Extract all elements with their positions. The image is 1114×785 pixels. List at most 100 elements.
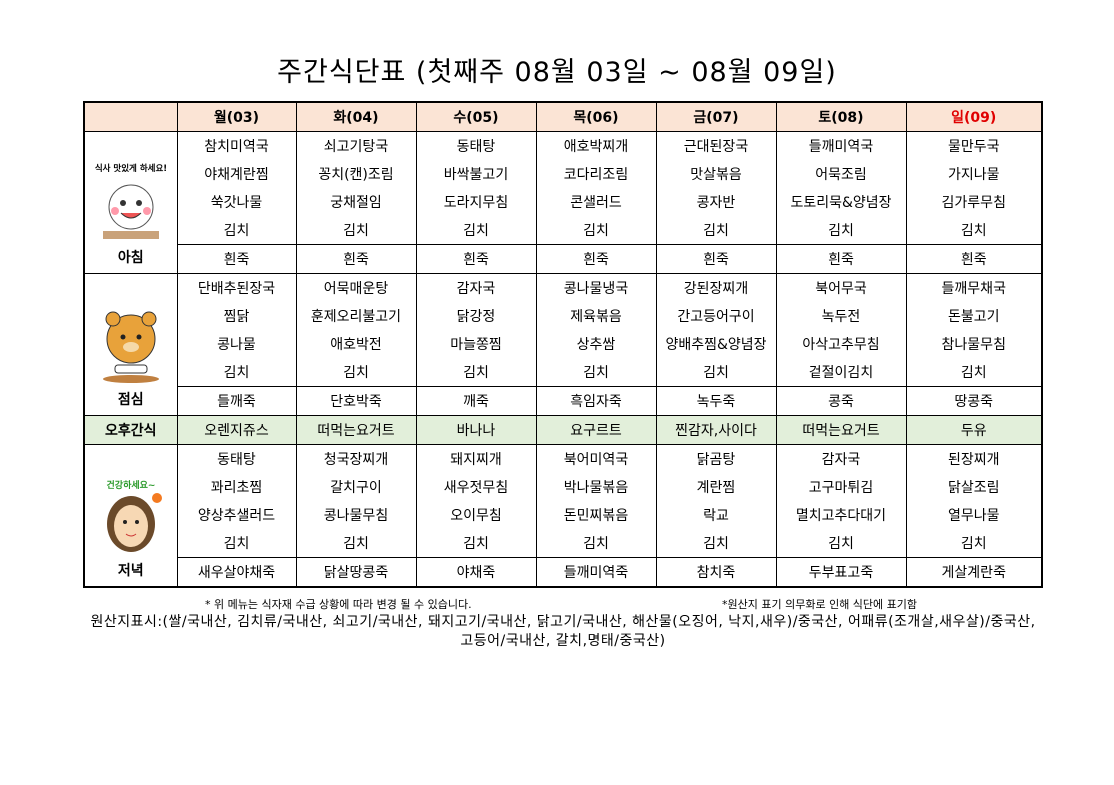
dinner-icon: 건강하세요~ [106, 479, 162, 552]
menu-item: 제육볶음 [535, 302, 657, 330]
icon-caption: 식사 맛있게 하세요! [95, 163, 167, 174]
menu-item: 두부표고죽 [775, 557, 907, 587]
menu-item: 어묵매운탕 [295, 273, 417, 302]
menu-item: 참치미역국 [176, 131, 297, 160]
menu-item: 궁채절임 [295, 188, 417, 216]
menu-item: 들깨무채국 [905, 273, 1043, 302]
menu-item: 콩자반 [655, 188, 777, 216]
menu-item: 김치 [295, 529, 417, 558]
menu-item: 콘샐러드 [535, 188, 657, 216]
menu-item: 물만두국 [905, 131, 1043, 160]
menu-item: 강된장찌개 [655, 273, 777, 302]
menu-item: 흰죽 [775, 244, 907, 274]
menu-item: 동태탕 [415, 131, 537, 160]
menu-table: 월(03) 화(04) 수(05) 목(06) 금(07) 토(08) 일(09) 식사 맛… [83, 101, 1043, 588]
menu-item: 단배추된장국 [176, 273, 297, 302]
menu-item: 상추쌈 [535, 330, 657, 358]
menu-item: 김치 [295, 358, 417, 387]
change-note: * 위 메뉴는 식자재 수급 상황에 따라 변경 될 수 있습니다. [205, 598, 472, 611]
menu-item: 근대된장국 [655, 131, 777, 160]
menu-item: 김치 [535, 529, 657, 558]
menu-row: 야채계란찜 꽁치(캔)조림 바싹불고기 코다리조림 맛살볶음 어묵조림 가지나물 [84, 160, 1043, 188]
menu-row: 흰죽 흰죽 흰죽 흰죽 흰죽 흰죽 흰죽 [84, 244, 1043, 274]
menu-item: 김치 [905, 216, 1043, 245]
menu-item: 락교 [655, 501, 777, 529]
menu-item: 야채계란찜 [176, 160, 297, 188]
corner-cell [83, 102, 178, 132]
menu-item: 흑임자죽 [535, 386, 657, 416]
menu-item: 꽁치(캔)조림 [295, 160, 417, 188]
menu-item: 김치 [176, 216, 297, 245]
menu-row: 새우살야채죽 닭살땅콩죽 야채죽 들깨미역죽 참치죽 두부표고죽 게살계란죽 [84, 557, 1043, 587]
icon-caption: 건강하세요~ [106, 479, 155, 491]
menu-item: 김치 [415, 358, 537, 387]
menu-item: 돈불고기 [905, 302, 1043, 330]
menu-item: 땅콩죽 [905, 386, 1043, 416]
menu-item: 계란찜 [655, 473, 777, 501]
day-header: 토(08) [775, 102, 907, 132]
menu-item: 북어무국 [775, 273, 907, 302]
snack-item: 오렌지쥬스 [176, 415, 297, 445]
menu-item: 맛살볶음 [655, 160, 777, 188]
menu-item: 김치 [775, 529, 907, 558]
menu-row: 김치 김치 김치 김치 김치 김치 김치 [84, 216, 1043, 245]
day-header: 일(09) [905, 102, 1043, 132]
menu-item: 김치 [295, 216, 417, 245]
menu-item: 콩나물냉국 [535, 273, 657, 302]
menu-item: 찜닭 [176, 302, 297, 330]
menu-item: 돈민찌볶음 [535, 501, 657, 529]
menu-item: 흰죽 [415, 244, 537, 274]
snack-item: 찐감자,사이다 [655, 415, 777, 445]
snack-label: 오후간식 [83, 415, 178, 445]
menu-item: 야채죽 [415, 557, 537, 587]
menu-item: 된장찌개 [905, 444, 1043, 473]
day-header: 금(07) [655, 102, 777, 132]
menu-item: 새우젓무침 [415, 473, 537, 501]
origin-law-note: *원산지 표기 의무화로 인해 식단에 표기함 [722, 598, 918, 611]
menu-item: 청국장찌개 [295, 444, 417, 473]
menu-item: 꽈리초찜 [176, 473, 297, 501]
menu-item: 가지나물 [905, 160, 1043, 188]
menu-item: 새우살야채죽 [176, 557, 297, 587]
menu-row: 점심 단배추된장국 어묵매운탕 감자국 콩나물냉국 강된장찌개 북어무국 들깨무채국 [83, 273, 1043, 416]
menu-item: 참치죽 [655, 557, 777, 587]
menu-row: 찜닭 훈제오리불고기 닭강정 제육볶음 간고등어구이 녹두전 돈불고기 [84, 302, 1043, 330]
menu-row: 식사 맛있게 하세요! 아침 참치미역국 쇠고기탕국 동태탕 애호박찌개 근대된장국 들깨미… [83, 131, 1043, 274]
meal-label: 저녁 [117, 563, 144, 579]
menu-item: 쇠고기탕국 [295, 131, 417, 160]
menu-item: 흰죽 [176, 244, 297, 274]
menu-row: 쑥갓나물 궁채절임 도라지무침 콘샐러드 콩자반 도토리묵&양념장 김가루무침 [84, 188, 1043, 216]
menu-item: 단호박죽 [295, 386, 417, 416]
menu-item: 김치 [655, 358, 777, 387]
menu-row: 들깨죽 단호박죽 깨죽 흑임자죽 녹두죽 콩죽 땅콩죽 [84, 386, 1043, 416]
menu-item: 김치 [905, 529, 1043, 558]
day-header: 화(04) [295, 102, 417, 132]
menu-item: 양상추샐러드 [176, 501, 297, 529]
menu-row: 콩나물 애호박전 마늘쫑찜 상추쌈 양배추찜&양념장 아삭고추무침 참나물무침 [84, 330, 1043, 358]
menu-item: 들깨미역죽 [535, 557, 657, 587]
menu-title: 주간식단표 (첫째주 08월 03일 ~ 08월 09일) [277, 57, 837, 88]
menu-item: 애호박찌개 [535, 131, 657, 160]
menu-item: 박나물볶음 [535, 473, 657, 501]
menu-item: 녹두전 [775, 302, 907, 330]
meal-label: 아침 [117, 250, 144, 266]
snack-item: 요구르트 [535, 415, 657, 445]
menu-item: 김치 [655, 216, 777, 245]
menu-row: 양상추샐러드 콩나물무침 오이무침 돈민찌볶음 락교 멸치고추다대기 열무나물 [84, 501, 1043, 529]
menu-item: 김치 [415, 529, 537, 558]
snack-row: 오후간식 오렌지쥬스 떠먹는요거트 바나나 요구르트 찐감자,사이다 떠먹는요거트 두유 [83, 415, 1043, 445]
menu-item: 콩나물무침 [295, 501, 417, 529]
menu-item: 닭강정 [415, 302, 537, 330]
menu-item: 참나물무침 [905, 330, 1043, 358]
menu-item: 흰죽 [655, 244, 777, 274]
menu-item: 오이무침 [415, 501, 537, 529]
menu-item: 닭곰탕 [655, 444, 777, 473]
day-header: 월(03) [176, 102, 297, 132]
menu-item: 콩나물 [176, 330, 297, 358]
menu-item: 감자국 [415, 273, 537, 302]
menu-item: 열무나물 [905, 501, 1043, 529]
menu-item: 돼지찌개 [415, 444, 537, 473]
menu-item: 김치 [775, 216, 907, 245]
menu-row: 김치 김치 김치 김치 김치 겉절이김치 김치 [84, 358, 1043, 387]
